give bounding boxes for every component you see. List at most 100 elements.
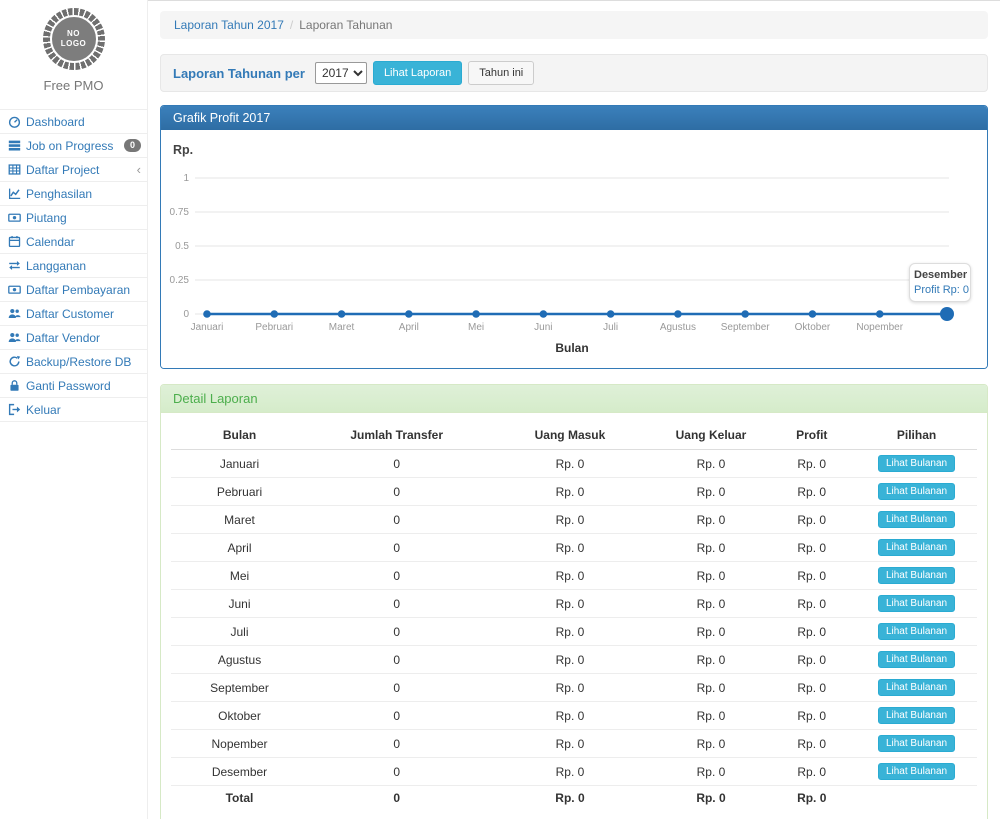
- sidebar-item-calendar[interactable]: Calendar: [0, 230, 147, 254]
- cell-uang_masuk: Rp. 0: [485, 533, 655, 563]
- chart-area: Rp. 1 0.75 0.5 0.25 0 Januari Pebruari Maret Apri…: [161, 130, 987, 369]
- data-point-mei: [472, 310, 480, 319]
- chart-panel-title: Grafik Profit 2017: [161, 106, 987, 131]
- cell-uang_masuk: Rp. 0: [485, 589, 655, 619]
- data-point-agustus: [674, 310, 682, 319]
- lihat-bulanan-button-september[interactable]: Lihat Bulanan: [877, 679, 956, 697]
- main-content: Laporan Tahun 2017 / Laporan Tahunan Lapor…: [148, 0, 1000, 819]
- lihat-laporan-button[interactable]: Lihat Laporan: [372, 61, 463, 86]
- x-tick-label: Januari: [191, 322, 224, 333]
- report-table: Bulan Jumlah Transfer Uang Masuk Uang Kelua…: [171, 421, 977, 811]
- cell-profit: Rp. 0: [767, 729, 857, 759]
- sidebar-item-label: Penghasilan: [26, 186, 93, 201]
- cell-profit: Rp. 0: [767, 561, 857, 591]
- cell-jumlah_transfer: 0: [308, 701, 486, 731]
- lihat-bulanan-button-juni[interactable]: Lihat Bulanan: [877, 595, 956, 613]
- cell-pilihan: Lihat Bulanan: [856, 673, 977, 703]
- dashboard-icon: [8, 116, 21, 128]
- chart-tooltip: Desember Profit Rp: 0: [909, 263, 971, 303]
- report-table-body: Januari 0 Rp. 0 Rp. 0 Rp. 0 Lihat Bulanan Pebr…: [171, 449, 977, 811]
- sidebar-item-job-on-progress[interactable]: Job on Progress 0: [0, 134, 147, 158]
- y-axis-label: Rp.: [173, 143, 193, 157]
- cell-profit: Rp. 0: [767, 701, 857, 731]
- lihat-bulanan-button-maret[interactable]: Lihat Bulanan: [877, 511, 956, 529]
- tooltip-value: Profit Rp: 0: [914, 284, 970, 297]
- cell-jumlah_transfer: 0: [308, 729, 486, 759]
- cell-bulan: Juli: [171, 617, 309, 647]
- sidebar-item-label: Piutang: [26, 210, 67, 225]
- x-tick-label: Agustus: [660, 322, 696, 333]
- lihat-bulanan-button-nopember[interactable]: Lihat Bulanan: [877, 735, 956, 753]
- table-row-nopember: Nopember 0 Rp. 0 Rp. 0 Rp. 0 Lihat Bulanan: [171, 729, 977, 759]
- cell-uang_keluar: Rp. 0: [654, 561, 768, 591]
- breadcrumb-link-laporan-tahun[interactable]: Laporan Tahun 2017: [174, 18, 284, 32]
- cell-uang_masuk: Rp. 0: [485, 645, 655, 675]
- sidebar: NO LOGO Free PMO Dashboard Job on Progres…: [0, 0, 148, 819]
- cell-jumlah_transfer: 0: [308, 449, 486, 479]
- cell-uang_keluar: Rp. 0: [654, 505, 768, 535]
- sidebar-item-backup-restore-db[interactable]: Backup/Restore DB: [0, 350, 147, 374]
- cell-bulan: Agustus: [171, 645, 309, 675]
- lihat-bulanan-button-agustus[interactable]: Lihat Bulanan: [877, 651, 956, 669]
- cell-bulan: Pebruari: [171, 477, 309, 507]
- data-point-juni: [539, 310, 548, 319]
- cell-uang_keluar: Rp. 0: [654, 673, 768, 703]
- cell-bulan: Nopember: [171, 729, 309, 759]
- table-row-agustus: Agustus 0 Rp. 0 Rp. 0 Rp. 0 Lihat Bulanan: [171, 645, 977, 675]
- sidebar-item-label: Langganan: [26, 258, 87, 273]
- lihat-bulanan-button-juli[interactable]: Lihat Bulanan: [877, 623, 956, 641]
- cell-bulan: Mei: [171, 561, 309, 591]
- cell-uang_masuk: Rp. 0: [485, 701, 655, 731]
- sidebar-item-daftar-project[interactable]: Daftar Project ‹: [0, 158, 147, 182]
- table-row-desember: Desember 0 Rp. 0 Rp. 0 Rp. 0 Lihat Bulanan: [171, 757, 977, 787]
- sidebar-item-langganan[interactable]: Langganan: [0, 254, 147, 278]
- table-row-september: September 0 Rp. 0 Rp. 0 Rp. 0 Lihat Bulanan: [171, 673, 977, 703]
- sidebar-item-penghasilan[interactable]: Penghasilan: [0, 182, 147, 206]
- sidebar-item-daftar-vendor[interactable]: Daftar Vendor: [0, 326, 147, 350]
- year-select[interactable]: 2017: [314, 62, 367, 85]
- column-header-uang-masuk: Uang Masuk: [485, 421, 655, 451]
- cell-profit: Rp. 0: [767, 645, 857, 675]
- breadcrumb-separator: /: [289, 18, 294, 32]
- data-point-desember: [940, 307, 954, 322]
- lihat-bulanan-button-pebruari[interactable]: Lihat Bulanan: [877, 483, 956, 501]
- sidebar-item-ganti-password[interactable]: Ganti Password: [0, 374, 147, 398]
- tahun-ini-button[interactable]: Tahun ini: [468, 61, 535, 86]
- sidebar-item-piutang[interactable]: Piutang: [0, 206, 147, 230]
- column-header-jumlah-transfer: Jumlah Transfer: [308, 421, 486, 451]
- count-badge: 0: [123, 139, 141, 152]
- y-tick-label: 0: [183, 309, 189, 320]
- sidebar-item-keluar[interactable]: Keluar: [0, 398, 147, 422]
- x-tick-label: Nopember: [856, 322, 903, 333]
- cell-uang_keluar: Rp. 0: [654, 449, 768, 479]
- sidebar-item-dashboard[interactable]: Dashboard: [0, 110, 147, 134]
- report-panel-body: Bulan Jumlah Transfer Uang Masuk Uang Kelua…: [161, 413, 987, 819]
- report-panel-title: Detail Laporan: [161, 385, 987, 414]
- lihat-bulanan-button-desember[interactable]: Lihat Bulanan: [877, 763, 956, 781]
- data-point-januari: [203, 310, 211, 319]
- cell-uang_masuk: Rp. 0: [485, 561, 655, 591]
- chevron-left-icon: ‹: [136, 162, 141, 177]
- sidebar-item-label: Backup/Restore DB: [26, 354, 132, 369]
- table-row-pebruari: Pebruari 0 Rp. 0 Rp. 0 Rp. 0 Lihat Bulanan: [171, 477, 977, 507]
- sidebar-item-label: Daftar Pembayaran: [26, 282, 131, 297]
- lihat-bulanan-button-mei[interactable]: Lihat Bulanan: [877, 567, 956, 585]
- lihat-bulanan-button-april[interactable]: Lihat Bulanan: [877, 539, 956, 557]
- sidebar-item-daftar-customer[interactable]: Daftar Customer: [0, 302, 147, 326]
- sidebar-item-daftar-pembayaran[interactable]: Daftar Pembayaran: [0, 278, 147, 302]
- filter-label: Laporan Tahunan per: [173, 65, 305, 81]
- cell-profit: Rp. 0: [767, 673, 857, 703]
- sidebar-item-label: Calendar: [26, 234, 75, 249]
- cell-profit: Rp. 0: [767, 785, 857, 811]
- x-tick-label: Oktober: [795, 322, 831, 333]
- sidebar-item-label: Keluar: [26, 402, 61, 417]
- cell-uang_masuk: Rp. 0: [485, 449, 655, 479]
- lihat-bulanan-button-januari[interactable]: Lihat Bulanan: [877, 455, 956, 473]
- no-logo-label: NO LOGO: [60, 28, 87, 48]
- cell-bulan: April: [171, 533, 309, 563]
- lihat-bulanan-button-oktober[interactable]: Lihat Bulanan: [877, 707, 956, 725]
- cell-uang_keluar: Rp. 0: [654, 729, 768, 759]
- x-tick-label: April: [399, 322, 419, 333]
